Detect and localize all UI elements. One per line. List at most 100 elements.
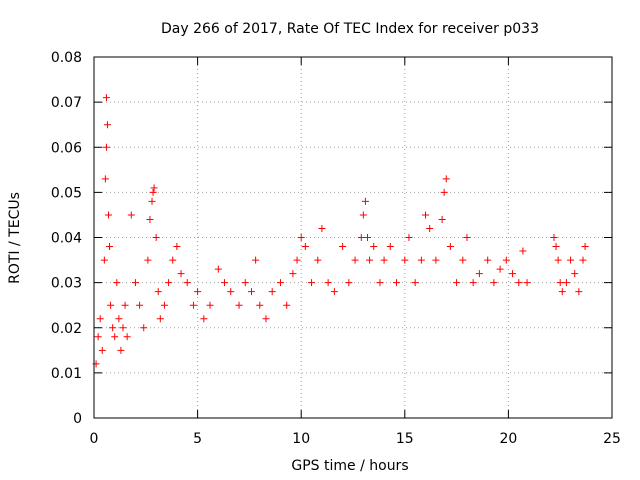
data-point xyxy=(339,243,347,251)
data-point xyxy=(552,243,560,251)
data-point xyxy=(438,215,446,223)
data-point xyxy=(393,279,401,287)
data-point xyxy=(101,175,109,183)
y-tick-label: 0.06 xyxy=(51,140,82,156)
data-point xyxy=(357,234,365,241)
data-point xyxy=(103,121,111,129)
data-point xyxy=(140,324,148,332)
data-point xyxy=(160,301,168,309)
x-tick-label: 0 xyxy=(90,431,99,447)
y-tick-label: 0.03 xyxy=(51,276,82,292)
data-point xyxy=(297,234,305,241)
data-point xyxy=(252,256,260,264)
data-point xyxy=(571,270,579,278)
data-point xyxy=(227,288,235,296)
data-point xyxy=(113,279,121,287)
data-point xyxy=(131,279,139,287)
data-point xyxy=(146,215,154,223)
data-point xyxy=(314,256,322,264)
data-point xyxy=(111,333,119,341)
x-tick-label: 25 xyxy=(603,431,621,447)
data-point xyxy=(469,279,477,287)
data-point xyxy=(165,279,173,287)
data-point xyxy=(107,301,115,309)
data-point xyxy=(376,279,384,287)
x-tick-label: 20 xyxy=(499,431,517,447)
data-point xyxy=(194,288,202,296)
data-point xyxy=(426,224,434,232)
data-point xyxy=(301,243,309,251)
data-point xyxy=(173,243,181,251)
data-point xyxy=(247,288,255,296)
data-point xyxy=(144,256,152,264)
data-point xyxy=(283,301,291,309)
chart-title: Day 266 of 2017, Rate Of TEC Index for r… xyxy=(161,21,539,37)
x-tick-label: 5 xyxy=(193,431,202,447)
data-point xyxy=(127,211,135,219)
data-point xyxy=(308,279,316,287)
data-point xyxy=(442,175,450,183)
data-point xyxy=(386,243,394,251)
data-point xyxy=(100,256,108,264)
data-point xyxy=(523,279,531,287)
data-point xyxy=(370,243,378,251)
data-point xyxy=(156,315,164,323)
data-point xyxy=(575,288,583,296)
data-point xyxy=(119,324,127,332)
axis-ticks: 0 0.01 0.02 0.03 0.04 0.05 0.06 0.07 0.08 0 5 10 15 2… xyxy=(51,50,621,447)
data-point xyxy=(422,211,430,219)
data-point xyxy=(567,256,575,264)
data-point xyxy=(556,279,564,287)
data-point xyxy=(440,188,448,196)
y-tick-label: 0.02 xyxy=(51,321,82,337)
x-tick-label: 10 xyxy=(292,431,310,447)
data-point xyxy=(562,279,570,287)
data-point xyxy=(490,279,498,287)
data-point xyxy=(154,288,162,296)
y-tick-label: 0.04 xyxy=(51,231,82,247)
data-point xyxy=(256,301,264,309)
data-point xyxy=(276,279,284,287)
data-point xyxy=(515,279,523,287)
data-point xyxy=(459,256,467,264)
data-point xyxy=(94,333,102,341)
data-point xyxy=(417,256,425,264)
x-tick-label: 15 xyxy=(396,431,414,447)
y-axis-label: ROTI / TECUs xyxy=(7,192,23,284)
data-point xyxy=(432,256,440,264)
data-point xyxy=(183,279,191,287)
data-points xyxy=(92,94,589,368)
data-point xyxy=(293,256,301,264)
data-point xyxy=(200,315,208,323)
data-point xyxy=(115,315,123,323)
data-point xyxy=(579,256,587,264)
data-point xyxy=(496,265,504,273)
data-point xyxy=(484,256,492,264)
data-point xyxy=(581,243,589,251)
data-point xyxy=(411,279,419,287)
y-tick-label: 0 xyxy=(73,411,82,427)
data-point xyxy=(475,270,483,278)
data-point xyxy=(463,234,471,241)
data-point xyxy=(262,315,270,323)
data-point xyxy=(268,288,276,296)
data-point xyxy=(519,247,527,255)
data-point xyxy=(177,270,185,278)
data-point xyxy=(221,279,229,287)
data-point xyxy=(364,234,372,241)
data-point xyxy=(558,288,566,296)
data-point xyxy=(330,288,338,296)
data-point xyxy=(96,315,104,323)
grid-lines xyxy=(94,57,612,418)
data-point xyxy=(98,346,106,354)
data-point xyxy=(152,234,160,241)
data-point xyxy=(214,265,222,273)
data-point xyxy=(121,301,129,309)
y-tick-label: 0.05 xyxy=(51,185,82,201)
y-tick-label: 0.08 xyxy=(51,50,82,66)
data-point xyxy=(136,301,144,309)
data-point xyxy=(318,224,326,232)
data-point xyxy=(169,256,177,264)
data-point xyxy=(345,279,353,287)
